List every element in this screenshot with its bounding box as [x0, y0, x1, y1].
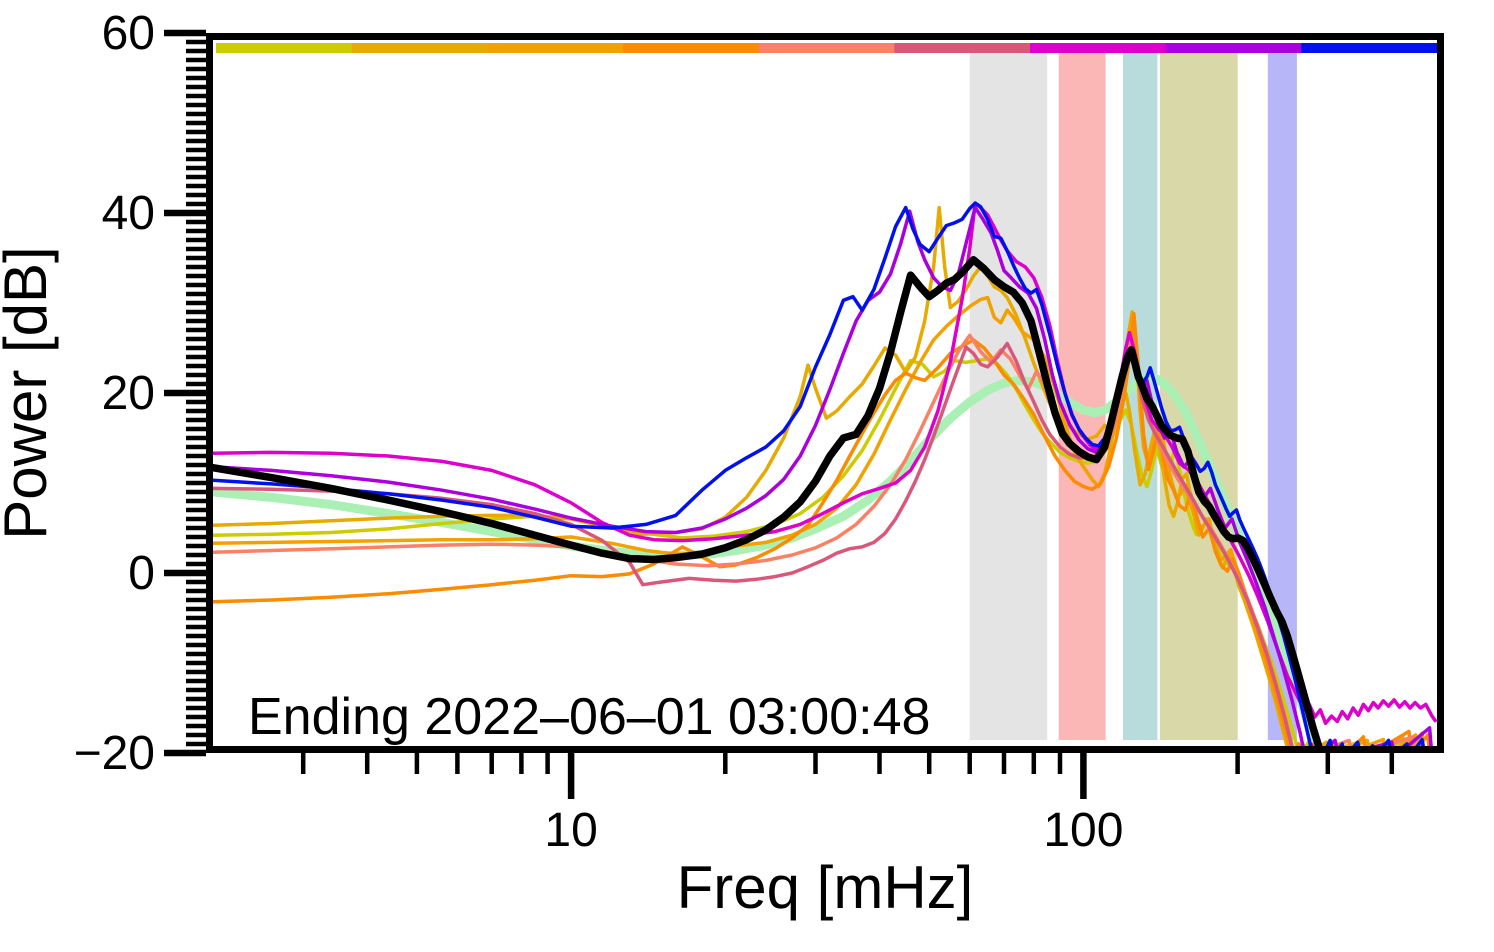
y-tick-label: 0: [128, 547, 155, 600]
axis-ticks: [164, 29, 1395, 799]
y-tick-label: 60: [102, 7, 155, 60]
y-tick-label: 40: [102, 187, 155, 240]
hour-colorbar-segment: [1030, 43, 1167, 53]
curve-series-6-rose: [213, 341, 1296, 753]
x-axis-title: Freq [mHz]: [677, 854, 974, 921]
hour-colorbar-segment: [894, 43, 1031, 53]
x-tick-label: 100: [1043, 804, 1123, 857]
spectra-curves: [213, 201, 1437, 753]
hour-colorbar: [216, 43, 1438, 53]
hour-colorbar-segment: [216, 43, 353, 53]
hour-colorbar-segment: [487, 43, 624, 53]
plot-border: [206, 33, 1444, 753]
ending-timestamp-annotation: Ending 2022–06–01 03:00:48: [248, 688, 930, 746]
y-tick-label: −20: [74, 727, 155, 780]
y-axis-title: Power [dB]: [0, 246, 59, 539]
hour-colorbar-segment: [1301, 43, 1438, 53]
curve-series-4-dark-orange: [213, 312, 1432, 753]
tick-labels: −20 0 20 40 60 10 100: [74, 7, 1124, 857]
curve-black-thick: [213, 256, 1325, 753]
curve-series-7-magenta: [213, 201, 1437, 726]
curve-series-8-violet: [213, 205, 1434, 753]
y-tick-label: 20: [102, 367, 155, 420]
x-tick-label: 10: [544, 804, 597, 857]
hour-colorbar-segment: [758, 43, 895, 53]
hour-colorbar-segment: [351, 43, 488, 53]
hour-colorbar-segment: [623, 43, 760, 53]
hour-colorbar-segment: [1165, 43, 1302, 53]
